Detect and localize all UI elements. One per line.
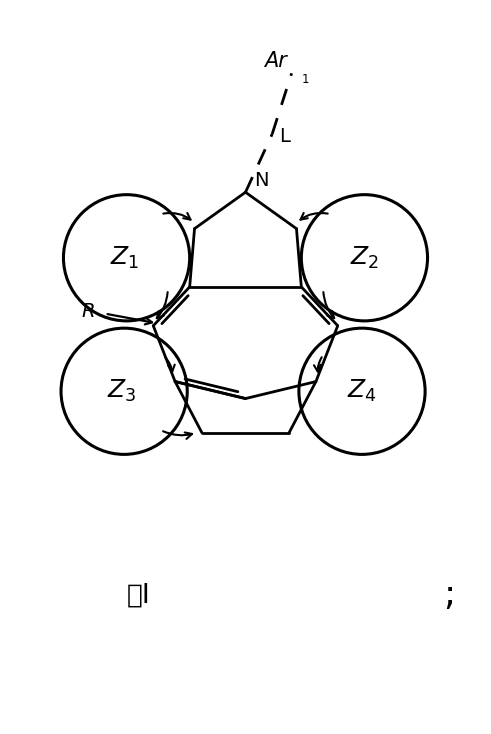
Text: ;: ; bbox=[443, 578, 456, 612]
Text: 式I: 式I bbox=[127, 582, 151, 608]
Text: Ar: Ar bbox=[264, 51, 287, 71]
Text: N: N bbox=[254, 171, 269, 190]
Text: R: R bbox=[82, 302, 95, 321]
Text: L: L bbox=[279, 127, 290, 146]
Text: $Z_1$: $Z_1$ bbox=[109, 244, 139, 271]
Text: $Z_4$: $Z_4$ bbox=[347, 378, 377, 404]
Text: $Z_2$: $Z_2$ bbox=[350, 244, 379, 271]
Text: $Z_3$: $Z_3$ bbox=[107, 378, 136, 404]
Text: $_1$: $_1$ bbox=[301, 68, 310, 86]
